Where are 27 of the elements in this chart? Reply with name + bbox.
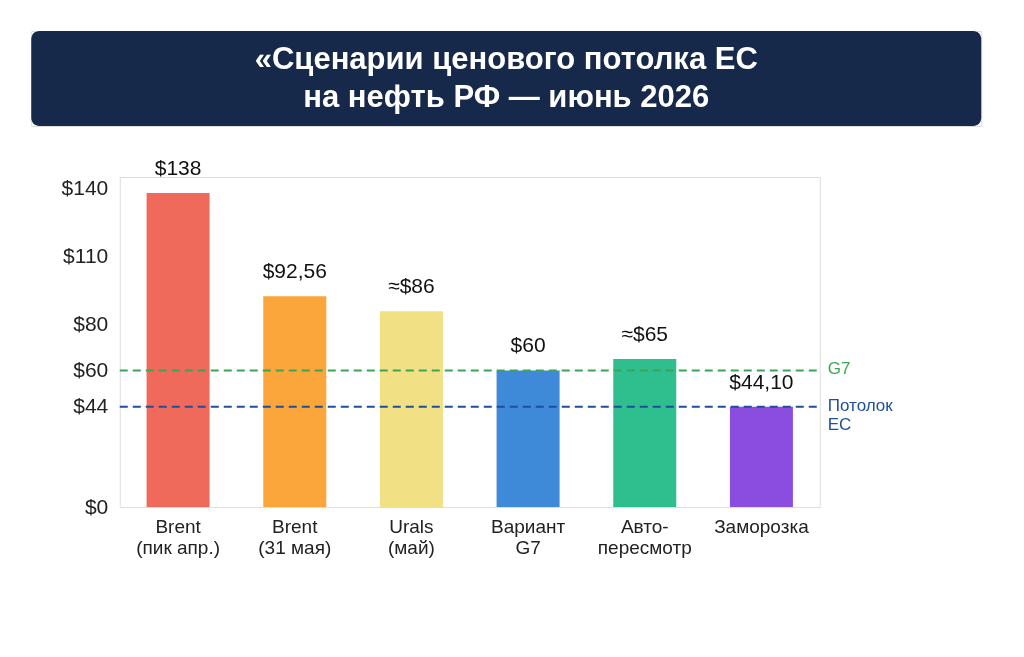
data-label: ≈$86 [388, 274, 435, 298]
y-tick-label: $140 [61, 175, 109, 199]
x-tick-label: Brent (31 мая) [258, 515, 332, 558]
bar [263, 296, 327, 507]
bar [379, 311, 443, 507]
data-label: $138 [154, 155, 202, 179]
y-tick-label: $44 [73, 394, 109, 418]
y-tick-label: $80 [73, 312, 109, 336]
x-tick-label: Urals (май) [387, 515, 435, 558]
bar [729, 406, 793, 507]
x-tick-label: Авто- пересмотр [597, 515, 692, 558]
data-label: $60 [510, 333, 546, 357]
x-tick-label: Заморозка [714, 515, 810, 537]
bar [496, 370, 560, 507]
chart-title: «Сценарии ценового потолка ЕС на нефть РФ — июнь 2026 [254, 40, 758, 114]
ref-line-label: Потолок ЕС [827, 395, 894, 434]
x-tick-label: Вариант G7 [491, 515, 566, 558]
x-tick-label: Brent (пик апр.) [136, 515, 221, 558]
y-tick-label: $60 [73, 357, 109, 381]
y-tick-label: $0 [84, 494, 109, 518]
bar [146, 192, 210, 507]
data-label: ≈$65 [621, 322, 669, 346]
data-label: $92,56 [262, 259, 327, 283]
data-label: $44,10 [729, 369, 794, 393]
ref-line-label: G7 [827, 359, 851, 379]
y-tick-label: $110 [63, 244, 109, 268]
bar [613, 359, 677, 507]
